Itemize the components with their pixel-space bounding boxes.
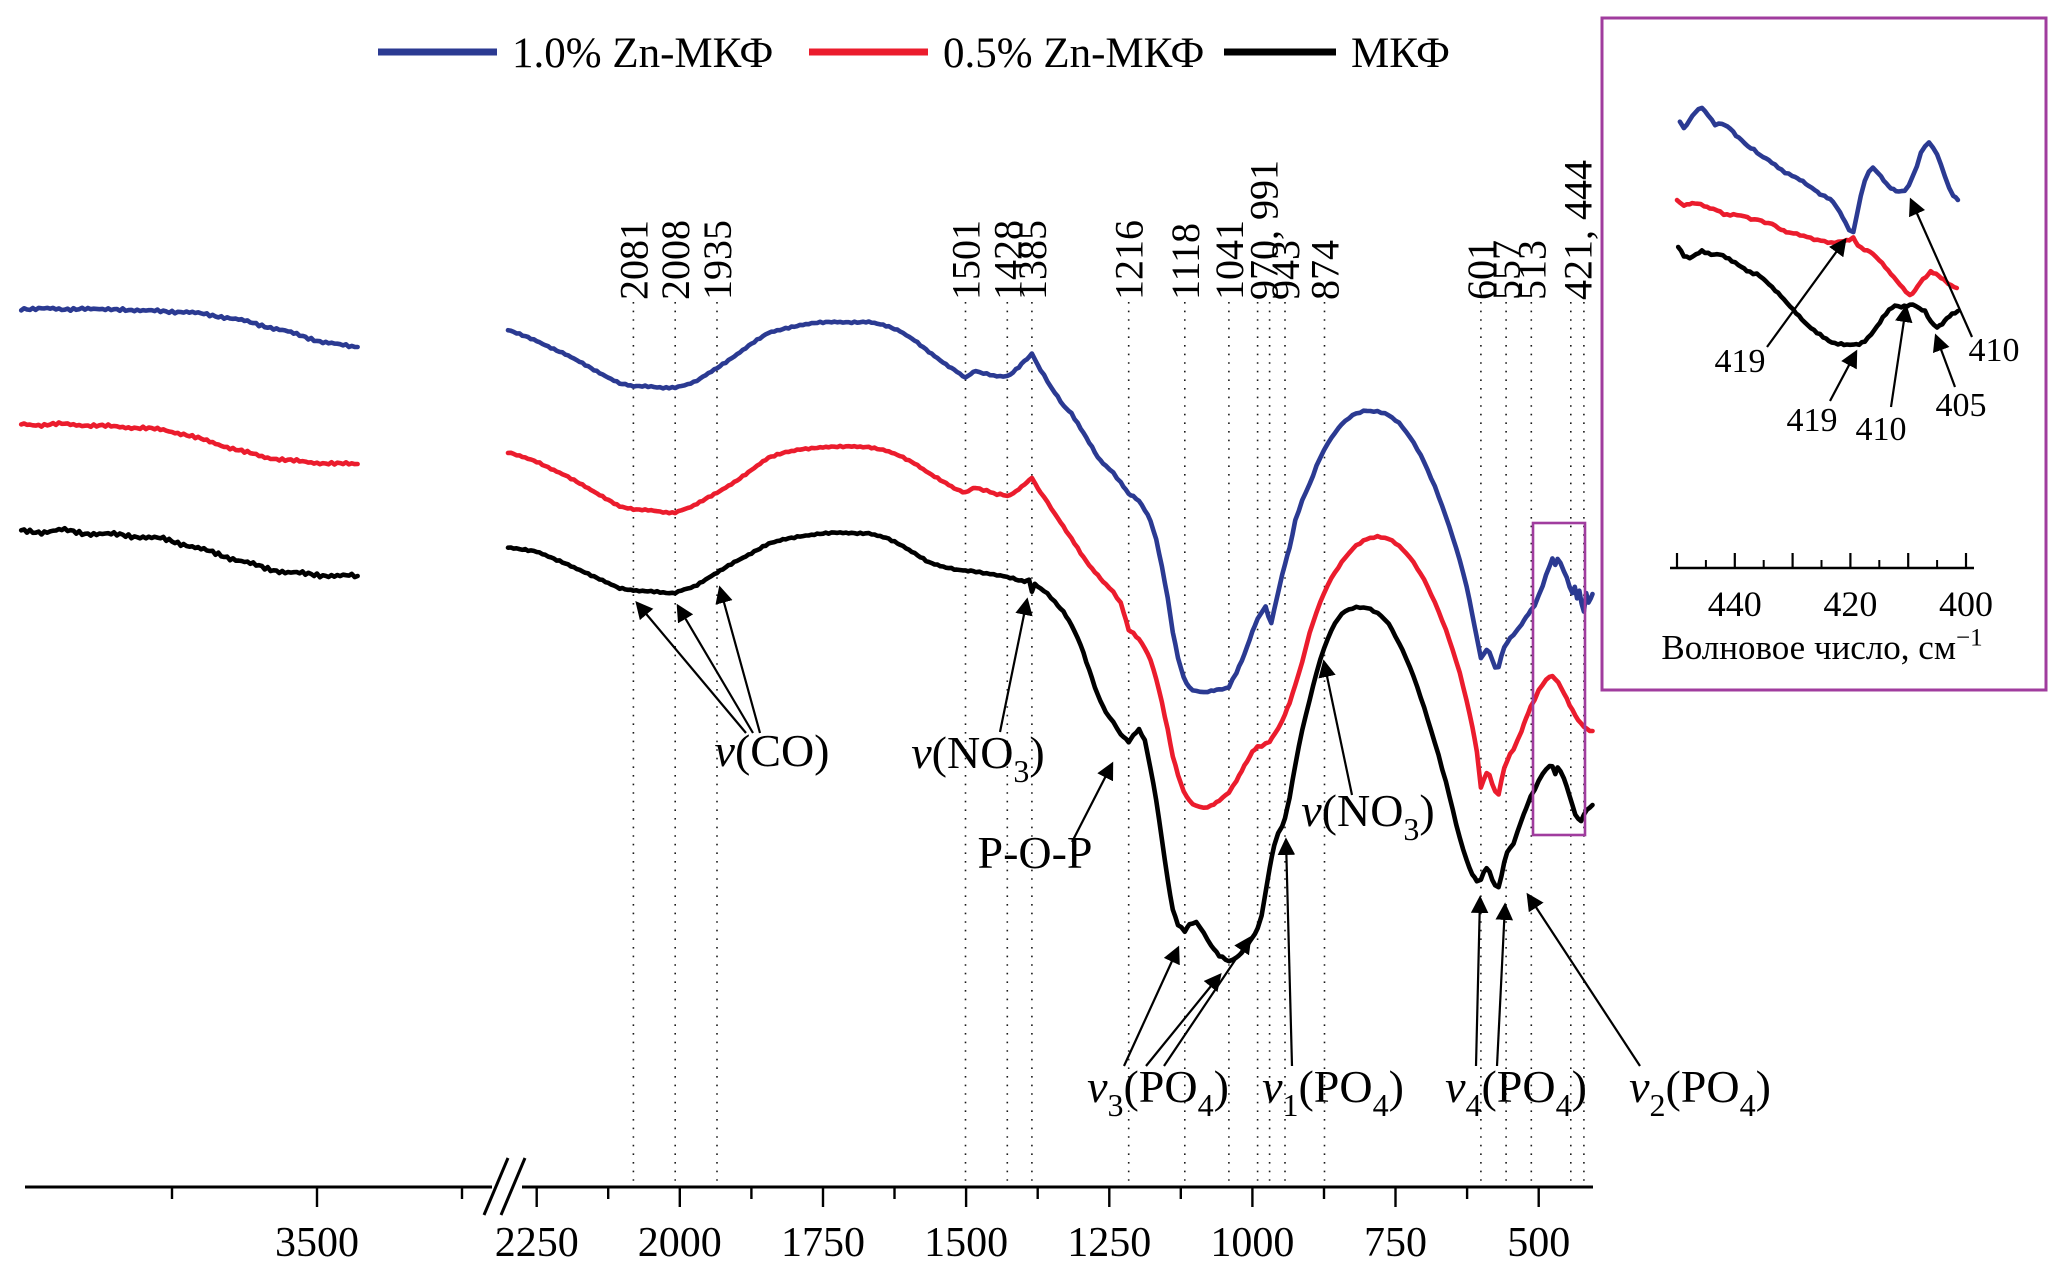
annotation-nu3-po4-arrow [1163, 935, 1252, 1067]
axis-tick-label-500: 500 [1507, 1220, 1570, 1266]
axis-tick-label-1500: 1500 [924, 1220, 1008, 1266]
annotation-nu2-po4: ν2(PO4) [1629, 1061, 1771, 1123]
peak-label-2008: 2008 [653, 220, 698, 300]
annotation-nu4-po4-arrow [1470, 895, 1489, 1067]
peak-label-1935: 1935 [695, 220, 740, 300]
inset-annotation-i405-black: 405 [1936, 387, 1987, 424]
annotation-nu4-po4: ν4(PO4) [1445, 1061, 1587, 1123]
inset-annotation-i419-blue: 419 [1715, 343, 1766, 380]
inset-curve-1 [1674, 197, 1960, 298]
inset-annotation-i405-black-arrow [1932, 333, 1957, 388]
inset-curve-2 [1675, 244, 1961, 348]
axis-tick-label-2000: 2000 [638, 1220, 722, 1266]
inset-annotation-i410-red: 410 [1856, 411, 1907, 448]
peak-label-1041: 1041 [1207, 220, 1252, 300]
peak-label-1501: 1501 [944, 220, 989, 300]
legend-label-mkf: МКФ [1351, 30, 1450, 77]
curve-left-1 [18, 420, 360, 467]
axis-tick-label-750: 750 [1364, 1220, 1427, 1266]
band-annotations: ν(CO) ν(NO3) P-O-P ν3(PO4) ν1(PO4) ν(NO3) ν4(P… [635, 585, 1771, 1123]
annotation-nu3-po4-arrow [1122, 945, 1180, 1067]
axis-tick-label-3500: 3500 [275, 1220, 359, 1266]
inset-annotation-i419-blue-arrow [1766, 237, 1847, 348]
legend-label-1.0-zn-mkf: 1.0% Zn-МКФ [512, 30, 773, 77]
annotation-nu-no3-a-arrow [998, 597, 1033, 733]
annotation-p-o-p: P-O-P [977, 827, 1092, 878]
peak-label-1428: 1428 [985, 220, 1030, 300]
annotation-nu2-po4-arrow [1526, 892, 1641, 1067]
peak-label-981: 970, 991 [1241, 160, 1286, 300]
axis-tick-label-1250: 1250 [1067, 1220, 1151, 1266]
peak-label-1385: 1385 [1010, 220, 1055, 300]
peak-label-513: 513 [1509, 240, 1554, 300]
legend-label-0.5-zn-mkf: 0.5% Zn-МКФ [943, 30, 1204, 77]
annotation-nu-co-arrow [676, 603, 754, 734]
curve-left-2 [18, 525, 360, 580]
annotation-nu3-po4-arrow [1145, 972, 1222, 1067]
peak-gridlines [632, 302, 1585, 1183]
curve-right-2 [505, 530, 1595, 964]
peak-label-557: 557 [1484, 240, 1529, 300]
annotation-nu1-po4-arrow [1277, 837, 1296, 1067]
inset-axis-title: Волновое число, см−1 [1661, 625, 1982, 667]
annotation-nu-no3-b-arrow [1318, 659, 1354, 796]
legend: 1.0% Zn-МКФ 0.5% Zn-МКФ МКФ [378, 30, 1450, 77]
annotation-nu-no3-b: ν(NO3) [1301, 785, 1435, 847]
inset-frame [1600, 16, 2048, 692]
axis-break-slash [499, 1157, 527, 1216]
inset-tick-label-440: 440 [1708, 584, 1762, 624]
inset-annotation-i410-blue: 410 [1969, 332, 2020, 369]
annotation-nu-co-arrow [635, 600, 747, 734]
axis-tick-label-1750: 1750 [781, 1220, 865, 1266]
inset-annotation-i410-red-arrow [1889, 304, 1913, 408]
axis-tick-label-2250: 2250 [495, 1220, 579, 1266]
peak-label-2081: 2081 [611, 220, 656, 300]
peak-label-874: 874 [1303, 240, 1348, 300]
annotation-nu1-po4: ν1(PO4) [1262, 1061, 1404, 1123]
inset-tick-label-420: 420 [1823, 584, 1877, 624]
annotation-nu3-po4: ν3(PO4) [1087, 1061, 1229, 1123]
inset-curve-0 [1677, 105, 1961, 235]
axis-tick-label-1000: 1000 [1210, 1220, 1294, 1266]
x-axis: 3500 2250 2000 1750 1500 1250 1000 750 500 [25, 1157, 1593, 1266]
annotation-p-o-p-arrow [1071, 761, 1114, 843]
inset-annotation-i419-black: 419 [1787, 402, 1838, 439]
peak-label-943: 943 [1263, 240, 1308, 300]
curve-right-0 [505, 319, 1595, 695]
inset-tick-label-400: 400 [1939, 584, 1993, 624]
annotation-nu-co-arrow [715, 585, 762, 734]
curve-right-1 [505, 443, 1595, 811]
inset-annotation-i419-black-arrow [1829, 349, 1858, 402]
inset-annotation-i410-blue-arrow [1909, 197, 1974, 338]
curve-left-0 [18, 305, 360, 350]
peak-label-432: 421, 444 [1556, 160, 1601, 300]
peak-label-1216: 1216 [1107, 220, 1152, 300]
annotation-nu-co: ν(CO) [715, 725, 830, 776]
annotation-nu4-po4-arrow [1495, 902, 1514, 1067]
annotation-nu-no3-a: ν(NO3) [911, 727, 1045, 789]
spectra-curves [18, 305, 1595, 964]
peak-label-601: 601 [1459, 240, 1504, 300]
peak-label-1118: 1118 [1163, 223, 1208, 300]
highlight-box [1531, 521, 1587, 837]
axis-break-slash [482, 1157, 510, 1216]
